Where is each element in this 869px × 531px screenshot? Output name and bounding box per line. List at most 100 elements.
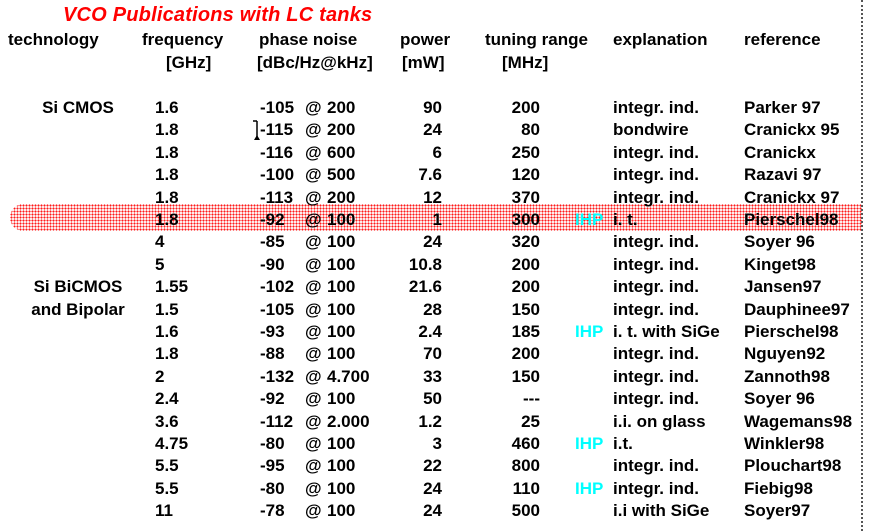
cell-phase-noise-offset: 100: [327, 322, 356, 341]
cell-reference: Razavi 97: [744, 165, 822, 185]
cell-frequency: 4: [155, 232, 165, 252]
cell-phase-noise-value: -116: [260, 142, 294, 162]
cell-tuning-range: 800: [511, 456, 540, 476]
column-header-technology: technology: [8, 30, 99, 49]
cell-frequency: 2: [155, 366, 165, 386]
highlight-band: [10, 204, 862, 231]
cell-tuning-range: 500: [511, 501, 540, 521]
cell-tuning-range: 120: [511, 165, 540, 185]
cell-technology: Si BiCMOS: [33, 277, 123, 297]
cell-reference: Soyer 96: [744, 232, 815, 252]
cell-power: 24: [423, 232, 442, 252]
cell-tuning-range: 150: [511, 366, 540, 386]
cell-phase-noise-offset: 500: [327, 165, 356, 185]
cell-explanation: integr. ind.: [613, 98, 699, 117]
cell-reference: Soyer97: [744, 501, 811, 521]
cell-frequency: 1.8: [155, 187, 179, 207]
cell-phase-noise-value: -132: [260, 366, 295, 386]
unit-phase-noise: [dBc/Hz@kHz]: [257, 53, 373, 72]
cell-explanation: bondwire: [613, 120, 689, 140]
cell-frequency: 1.8: [155, 165, 179, 185]
table-row: 2.4 -92 @100 50 --- integr. ind. Soyer 96: [0, 389, 869, 410]
cell-frequency: 1.5: [155, 299, 179, 319]
cell-frequency: 11: [155, 501, 173, 521]
cell-power: 28: [423, 299, 442, 319]
phase-noise-at-symbol: @: [305, 366, 322, 386]
phase-noise-at-symbol: @: [305, 187, 322, 207]
cell-tuning-range: 25: [521, 411, 540, 431]
cell-explanation: integr. ind.: [613, 478, 699, 498]
table-row: 1.8 -88 @100 70 200 integr. ind. Nguyen92: [0, 344, 869, 365]
cell-phase-noise-value: -78: [260, 501, 285, 521]
cell-reference: Pierschel98: [744, 210, 839, 229]
phase-noise-at-symbol: @: [305, 322, 322, 341]
cell-explanation: i. t. with SiGe: [613, 322, 720, 341]
cell-tuning-range: 320: [511, 232, 540, 252]
cell-explanation: integr. ind.: [613, 389, 699, 409]
phase-noise-at-symbol: @: [305, 478, 322, 498]
cell-reference: Cranickx 97: [744, 187, 840, 207]
ihp-badge: IHP: [575, 322, 604, 341]
phase-noise-at-symbol: @: [305, 210, 322, 229]
cell-phase-noise-value: -105: [260, 98, 295, 117]
cell-explanation: integr. ind.: [613, 187, 699, 207]
table-row: 4 -85 @100 24 320 integr. ind. Soyer 96: [0, 232, 869, 253]
cell-tuning-range: 110: [512, 478, 540, 498]
cell-frequency: 1.8: [155, 344, 179, 364]
cell-phase-noise-offset: 100: [327, 344, 356, 364]
cell-power: 12: [423, 187, 442, 207]
cell-frequency: 3.6: [155, 411, 179, 431]
table-row: 1.8 -115 @200 24 80 bondwire Cranickx 95: [0, 120, 869, 141]
cell-phase-noise-offset: 2.000: [327, 411, 370, 431]
table-row: 5.5 -95 @100 22 800 integr. ind. Plouchart98: [0, 456, 869, 477]
column-header-reference: reference: [744, 30, 821, 49]
cell-reference: Nguyen92: [744, 344, 826, 364]
cell-frequency: 1.55: [155, 277, 189, 297]
cell-reference: Plouchart98: [744, 456, 842, 476]
phase-noise-at-symbol: @: [305, 232, 322, 252]
cell-reference: Winkler98: [744, 434, 825, 453]
cell-power: 3: [432, 434, 442, 453]
phase-noise-at-symbol: @: [305, 411, 322, 431]
unit-tuning-range: [MHz]: [502, 53, 549, 72]
cell-power: 70: [423, 344, 442, 364]
cell-phase-noise-value: -95: [260, 456, 285, 476]
cell-reference: Wagemans98: [744, 411, 853, 431]
phase-noise-at-symbol: @: [305, 501, 322, 521]
table-row: 1.6 -93 @100 2.4 185 IHP i. t. with SiGe Piersc…: [0, 322, 869, 343]
cell-phase-noise-value: -102: [260, 277, 295, 297]
cell-explanation: integr. ind.: [613, 232, 699, 252]
cell-phase-noise-value: -112: [260, 411, 294, 431]
unit-frequency: [GHz]: [166, 53, 212, 72]
phase-noise-at-symbol: @: [305, 142, 322, 162]
cell-phase-noise-offset: 600: [327, 142, 356, 162]
ihp-badge: IHP: [575, 210, 604, 229]
cell-power: 22: [423, 456, 442, 476]
cell-phase-noise-offset: 100: [327, 254, 356, 274]
cell-explanation: integr. ind.: [613, 456, 699, 476]
cell-phase-noise-value: -92: [260, 210, 285, 229]
cell-explanation: integr. ind.: [613, 366, 699, 386]
cell-tuning-range: 200: [511, 344, 540, 364]
cell-frequency: 2.4: [155, 389, 179, 409]
column-header-frequency: frequency: [142, 30, 224, 49]
cell-reference: Jansen97: [744, 277, 822, 297]
cell-phase-noise-offset: 100: [327, 299, 356, 319]
cell-reference: Dauphinee97: [744, 299, 850, 319]
ihp-badge: IHP: [575, 434, 604, 453]
table-row: 2 -132 @4.700 33 150 integr. ind. Zannoth98: [0, 367, 869, 388]
cell-explanation: integr. ind.: [613, 254, 699, 274]
cell-frequency: 5: [155, 254, 165, 274]
cell-tuning-range: 370: [511, 187, 540, 207]
cell-frequency: 5.5: [155, 456, 179, 476]
cell-phase-noise-offset: 4.700: [327, 366, 370, 386]
cell-phase-noise-offset: 200: [327, 120, 356, 140]
cell-power: 21.6: [408, 277, 442, 297]
phase-noise-at-symbol: @: [305, 456, 322, 476]
cell-phase-noise-value: -115: [260, 120, 294, 140]
cell-frequency: 1.8: [155, 120, 179, 140]
unit-power: [mW]: [402, 53, 445, 72]
phase-noise-at-symbol: @: [305, 434, 322, 453]
table-row: Si CMOS 1.6 -105 @200 90 200 integr. ind. Parke…: [0, 98, 869, 119]
cell-power: 24: [423, 501, 442, 521]
